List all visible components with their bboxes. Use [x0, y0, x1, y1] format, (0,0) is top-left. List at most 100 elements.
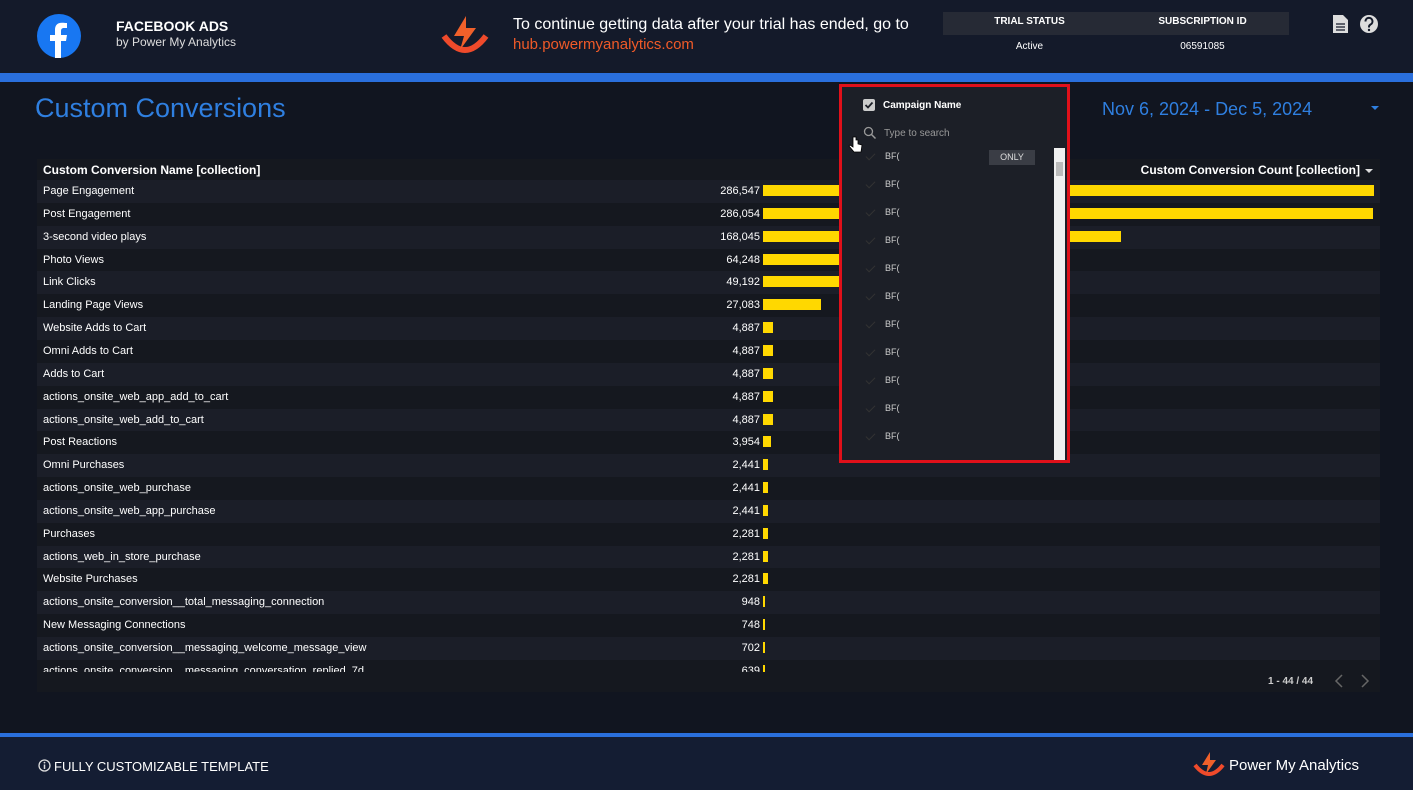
bar: [763, 573, 768, 585]
table-row: actions_onsite_conversion__total_messagi…: [37, 591, 1380, 615]
conversion-name: actions_onsite_web_add_to_cart: [43, 413, 204, 426]
conversion-name: actions_onsite_conversion__messaging_con…: [43, 664, 365, 672]
option-label[interactable]: BF(: [885, 291, 900, 301]
footer-logo: [1193, 752, 1225, 776]
option-label[interactable]: BF(: [885, 403, 900, 413]
conversion-name: Post Reactions: [43, 436, 117, 449]
option-label[interactable]: BF(: [885, 151, 900, 161]
option-label[interactable]: BF(: [885, 431, 900, 441]
conversion-count: 748: [741, 619, 760, 632]
option-label[interactable]: BF(: [885, 319, 900, 329]
conversion-count: 49,192: [726, 276, 760, 289]
filter-title: Campaign Name: [883, 100, 962, 111]
sort-caret[interactable]: [1365, 169, 1373, 174]
table-row: Page Engagement 286,547: [37, 180, 1380, 203]
conversion-name: Website Adds to Cart: [43, 322, 147, 335]
search-input[interactable]: Type to search: [884, 128, 950, 139]
option-label[interactable]: BF(: [885, 263, 900, 273]
conversion-count: 948: [741, 596, 760, 609]
header-icons[interactable]: [1331, 14, 1381, 34]
table-row: actions_onsite_conversion__messaging_wel…: [37, 637, 1380, 660]
search-icon: [863, 126, 877, 140]
conversion-count: 168,045: [720, 230, 760, 243]
table-row: Omni Adds to Cart 4,887: [37, 339, 1380, 363]
table-row: Website Adds to Cart 4,887: [37, 317, 1380, 341]
conversion-count: 4,887: [732, 344, 760, 357]
date-caret[interactable]: [1370, 105, 1380, 111]
table-row: Link Clicks 49,192: [37, 271, 1380, 295]
table-row: actions_web_in_store_purchase 2,281: [37, 545, 1380, 569]
option-checkbox: [865, 290, 876, 301]
pma-logo: [441, 16, 489, 53]
option-checkbox: [865, 234, 876, 245]
column-header[interactable]: Custom Conversion Count [collection]: [1140, 163, 1360, 177]
status-header: TRIAL STATUS: [994, 16, 1065, 27]
conversion-count: 702: [741, 642, 760, 654]
bar: [763, 619, 765, 631]
conversion-count: 3,954: [732, 436, 760, 449]
bar: [763, 299, 821, 311]
table-row: Adds to Cart 4,887: [37, 362, 1380, 386]
conversion-name: actions_onsite_web_app_add_to_cart: [43, 390, 229, 403]
scrollbar[interactable]: [1054, 148, 1065, 460]
conversion-count: 2,441: [732, 504, 760, 517]
option-label[interactable]: BF(: [885, 207, 900, 217]
table-row: Website Purchases 2,281: [37, 568, 1380, 592]
app-title: FACEBOOK ADS: [116, 18, 229, 34]
table-row: actions_onsite_web_purchase 2,441: [37, 477, 1380, 501]
column-header[interactable]: Custom Conversion Name [collection]: [43, 163, 261, 177]
option-checkbox: [865, 262, 876, 273]
conversion-table: Custom Conversion Name [collection] Cust…: [37, 159, 1380, 692]
conversion-count: 4,887: [732, 413, 760, 426]
conversion-count: 2,441: [732, 482, 760, 495]
status-value: 06591085: [1180, 41, 1225, 52]
table-row: Post Reactions 3,954: [37, 431, 1380, 455]
conversion-count: 286,547: [720, 185, 760, 197]
conversion-count: 2,281: [732, 527, 760, 540]
date-range[interactable]: Nov 6, 2024 - Dec 5, 2024: [1102, 99, 1313, 119]
only-button[interactable]: ONLY: [989, 150, 1035, 165]
bar: [763, 344, 774, 356]
bar: [763, 596, 766, 608]
conversion-name: Website Purchases: [43, 573, 138, 586]
option-label[interactable]: BF(: [885, 347, 900, 357]
bar: [763, 276, 868, 288]
option-label[interactable]: BF(: [885, 375, 900, 385]
bar: [763, 550, 768, 562]
conversion-name: New Messaging Connections: [43, 619, 186, 632]
conversion-count: 4,887: [732, 322, 760, 335]
table-row: Post Engagement 286,054: [37, 202, 1380, 226]
bar: [763, 642, 765, 653]
bar: [763, 253, 900, 265]
bar: [763, 322, 774, 334]
status-header: SUBSCRIPTION ID: [1158, 16, 1247, 27]
footer-note: FULLY CUSTOMIZABLE TEMPLATE: [54, 759, 269, 774]
conversion-name: Page Engagement: [43, 185, 135, 197]
conversion-name: actions_onsite_conversion__messaging_wel…: [43, 642, 367, 654]
pagination: 1 - 44 / 44: [1268, 676, 1314, 687]
conversion-count: 2,281: [732, 550, 760, 563]
pager-arrows[interactable]: [1332, 674, 1372, 688]
option-label[interactable]: BF(: [885, 179, 900, 189]
option-checkbox: [865, 206, 876, 217]
option-label[interactable]: BF(: [885, 235, 900, 245]
conversion-name: actions_onsite_web_app_purchase: [43, 504, 216, 517]
table-row: 3-second video plays 168,045: [37, 225, 1380, 249]
table-row: Photo Views 64,248: [37, 248, 1380, 272]
bar: [763, 390, 774, 402]
bar: [763, 527, 768, 539]
conversion-count: 4,887: [732, 390, 760, 403]
hub-link[interactable]: hub.powermyanalytics.com: [513, 36, 694, 53]
app-subtitle: by Power My Analytics: [116, 35, 237, 49]
select-all-checkbox[interactable]: [863, 99, 875, 111]
conversion-name: Post Engagement: [43, 207, 131, 220]
footer-brand: Power My Analytics: [1229, 757, 1360, 774]
scroll-thumb[interactable]: [1056, 162, 1063, 176]
header: FACEBOOK ADS by Power My Analytics To co…: [0, 0, 1413, 82]
info-icon: [38, 759, 51, 772]
bar: [763, 664, 765, 672]
conversion-count: 4,887: [732, 367, 760, 380]
campaign-filter-dropdown: Campaign Name Type to search ONLY BF( BF(…: [839, 84, 1070, 463]
status-value: Active: [1015, 41, 1044, 52]
